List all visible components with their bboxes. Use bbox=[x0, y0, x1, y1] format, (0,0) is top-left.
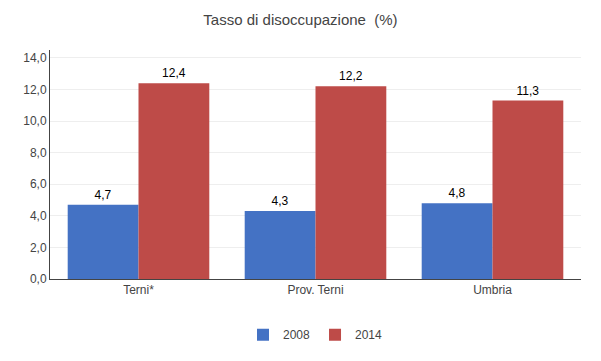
svg-text:12,4: 12,4 bbox=[162, 66, 186, 80]
svg-text:4,8: 4,8 bbox=[449, 186, 466, 200]
svg-text:Tasso di disoccupazione (%): Tasso di disoccupazione (%) bbox=[203, 11, 397, 28]
svg-text:2008: 2008 bbox=[283, 328, 310, 342]
svg-text:4,7: 4,7 bbox=[95, 188, 112, 202]
svg-text:2014: 2014 bbox=[355, 328, 382, 342]
svg-text:11,3: 11,3 bbox=[517, 84, 540, 98]
svg-text:8,0: 8,0 bbox=[30, 146, 47, 160]
svg-text:6,0: 6,0 bbox=[30, 177, 47, 191]
svg-text:12,0: 12,0 bbox=[23, 83, 47, 97]
svg-text:14,0: 14,0 bbox=[23, 51, 47, 65]
svg-text:12,2: 12,2 bbox=[339, 69, 363, 83]
svg-text:Umbria: Umbria bbox=[473, 283, 512, 297]
svg-text:4,0: 4,0 bbox=[30, 209, 47, 223]
svg-text:4,3: 4,3 bbox=[272, 194, 289, 208]
svg-text:10,0: 10,0 bbox=[23, 114, 47, 128]
svg-text:2,0: 2,0 bbox=[30, 241, 47, 255]
svg-text:Terni*: Terni* bbox=[123, 283, 154, 297]
svg-text:0,0: 0,0 bbox=[30, 272, 47, 286]
svg-text:Prov. Terni: Prov. Terni bbox=[287, 283, 343, 297]
